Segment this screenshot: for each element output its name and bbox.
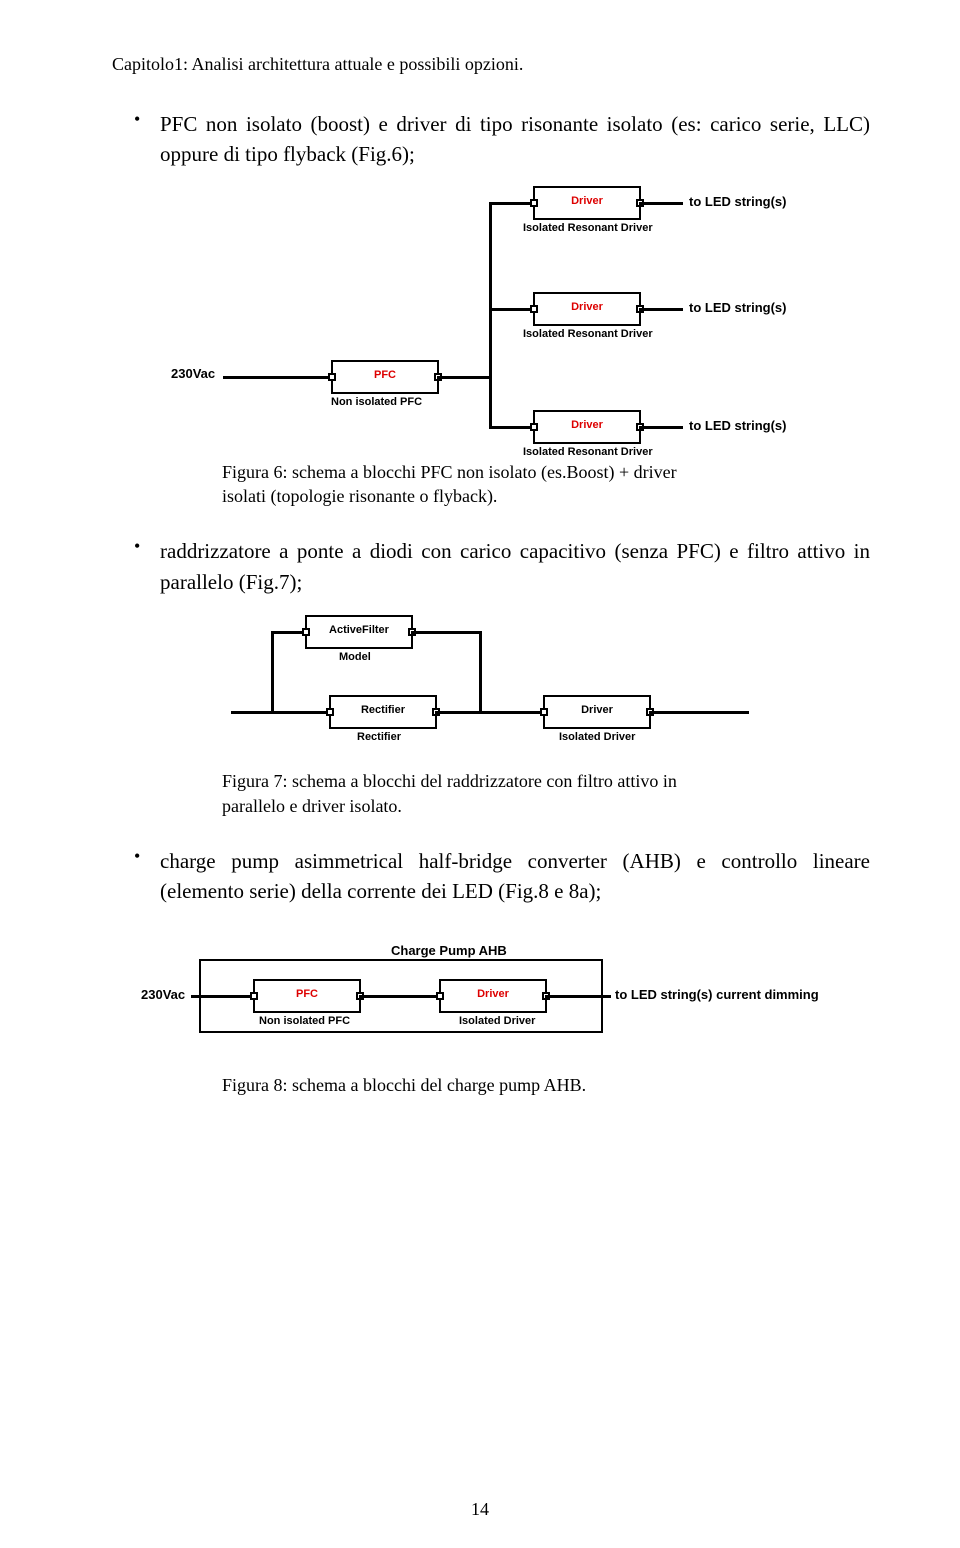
wire: [489, 426, 535, 429]
driver-sub-label: Isolated Resonant Driver: [523, 222, 653, 234]
rectifier-block: Rectifier: [329, 695, 437, 729]
bullet-item: • PFC non isolato (boost) e driver di ti…: [112, 109, 870, 170]
caption-text: Figura 6: schema a blocchi PFC non isola…: [222, 460, 702, 509]
pfc-sub-label: Non isolated PFC: [259, 1015, 350, 1027]
driver-sub-label: Isolated Resonant Driver: [523, 446, 653, 458]
wire: [639, 202, 683, 205]
driver-inner-label: Driver: [545, 704, 649, 716]
to-led-label: to LED string(s): [689, 194, 787, 209]
figure-6-caption: Figura 6: schema a blocchi PFC non isola…: [222, 460, 702, 509]
bus-line: [489, 202, 492, 428]
caption-text: Figura 8: schema a blocchi del charge pu…: [222, 1073, 702, 1097]
driver-sub-label: Isolated Resonant Driver: [523, 328, 653, 340]
driver-sub-label: Isolated Driver: [559, 731, 635, 743]
wire: [437, 376, 491, 379]
pfc-sub-label: Non isolated PFC: [331, 396, 422, 408]
pfc-inner-label: PFC: [255, 988, 359, 1000]
bullet-marker: •: [112, 109, 160, 170]
wire: [231, 711, 331, 714]
driver-block: Driver: [543, 695, 651, 729]
wire: [359, 995, 441, 998]
to-led-label: to LED string(s): [689, 418, 787, 433]
wire: [489, 308, 535, 311]
to-led-label: to LED string(s) current dimming: [615, 987, 819, 1002]
wire: [223, 376, 333, 379]
driver-inner-label: Driver: [535, 419, 639, 431]
to-led-label: to LED string(s): [689, 300, 787, 315]
active-filter-inner-label: ActiveFilter: [307, 624, 411, 636]
pfc-block: PFC: [253, 979, 361, 1013]
wire: [649, 711, 749, 714]
active-filter-sub-label: Model: [339, 651, 371, 663]
wire: [545, 995, 611, 998]
bullet-text: raddrizzatore a ponte a diodi con carico…: [160, 536, 870, 597]
bullet-item: • charge pump asimmetrical half-bridge c…: [112, 846, 870, 907]
driver-block: Driver: [439, 979, 547, 1013]
vac-label: 230Vac: [141, 987, 185, 1002]
bullet-marker: •: [112, 536, 160, 597]
figure-8-caption: Figura 8: schema a blocchi del charge pu…: [222, 1073, 702, 1097]
page-number: 14: [0, 1499, 960, 1520]
wire: [411, 631, 481, 634]
wire: [639, 308, 683, 311]
driver-block: Driver: [533, 186, 641, 220]
figure-8-diagram: Charge Pump AHB 230Vac PFC Non isolated …: [141, 947, 841, 1047]
pfc-inner-label: PFC: [333, 369, 437, 381]
driver-inner-label: Driver: [441, 988, 545, 1000]
driver-inner-label: Driver: [535, 301, 639, 313]
pfc-block: PFC: [331, 360, 439, 394]
driver-sub-label: Isolated Driver: [459, 1015, 535, 1027]
bullet-text: charge pump asimmetrical half-bridge con…: [160, 846, 870, 907]
caption-text: Figura 7: schema a blocchi del raddrizza…: [222, 769, 702, 818]
bullet-item: • raddrizzatore a ponte a diodi con cari…: [112, 536, 870, 597]
vac-label: 230Vac: [171, 366, 215, 381]
wire: [191, 995, 255, 998]
wire: [479, 631, 482, 713]
figure-7-diagram: Rectifier Rectifier Driver Isolated Driv…: [211, 613, 771, 763]
rectifier-sub-label: Rectifier: [357, 731, 401, 743]
wire: [639, 426, 683, 429]
chapter-header: Capitolo1: Analisi architettura attuale …: [112, 54, 870, 75]
rectifier-inner-label: Rectifier: [331, 704, 435, 716]
figure-7-caption: Figura 7: schema a blocchi del raddrizza…: [222, 769, 702, 818]
wire: [435, 711, 545, 714]
wire: [271, 631, 274, 713]
wire: [489, 202, 535, 205]
bullet-marker: •: [112, 846, 160, 907]
driver-block: Driver: [533, 292, 641, 326]
active-filter-block: ActiveFilter: [305, 615, 413, 649]
figure-8-title: Charge Pump AHB: [391, 943, 507, 958]
figure-6-diagram: 230Vac PFC Non isolated PFC Driver Isola…: [171, 184, 811, 454]
driver-inner-label: Driver: [535, 195, 639, 207]
driver-block: Driver: [533, 410, 641, 444]
bullet-text: PFC non isolato (boost) e driver di tipo…: [160, 109, 870, 170]
